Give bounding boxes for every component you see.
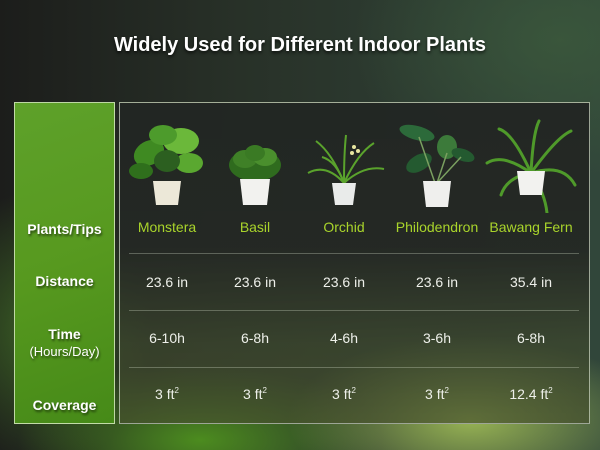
row-label-column: Plants/Tips Distance Time (Hours/Day) Co… <box>14 102 115 424</box>
coverage-value: 3 ft2 <box>425 386 449 402</box>
plant-name: Monstera <box>137 219 197 235</box>
plant-column-monstera: Monstera 23.6 in 6-10h 3 ft2 <box>119 103 215 423</box>
page-title: Widely Used for Different Indoor Plants <box>113 34 487 56</box>
plant-name: Bawang Fern <box>489 219 573 235</box>
distance-value: 35.4 in <box>509 274 553 290</box>
time-value: 6-8h <box>240 330 270 346</box>
row-label-time: Time (Hours/Day) <box>15 326 114 360</box>
row-label-time-main: Time <box>48 326 81 342</box>
orchid-plant-image <box>307 134 385 205</box>
row-label-plants: Plants/Tips <box>27 221 102 237</box>
time-value: 6-10h <box>149 330 185 346</box>
row-label-coverage: Coverage <box>32 397 97 413</box>
distance-value: 23.6 in <box>145 274 189 290</box>
plant-column-basil: Basil 23.6 in 6-8h 3 ft2 <box>207 103 303 423</box>
plants-table: Monstera 23.6 in 6-10h 3 ft2 Basil 23.6 … <box>119 102 590 424</box>
basil-plant-image <box>229 145 281 205</box>
distance-value: 23.6 in <box>415 274 459 290</box>
row-divider <box>129 367 579 368</box>
row-label-distance: Distance <box>35 273 94 289</box>
plant-column-philodendron: Philodendron 23.6 in 3-6h 3 ft2 <box>389 103 485 423</box>
plant-name: Philodendron <box>395 219 479 235</box>
monstera-plant-image <box>129 125 203 205</box>
time-value: 4-6h <box>329 330 359 346</box>
distance-value: 23.6 in <box>322 274 366 290</box>
row-divider <box>129 310 579 311</box>
coverage-value: 3 ft2 <box>155 386 179 402</box>
coverage-value: 3 ft2 <box>332 386 356 402</box>
row-label-time-sub: (Hours/Day) <box>29 344 100 359</box>
coverage-value: 3 ft2 <box>243 386 267 402</box>
time-value: 3-6h <box>422 330 452 346</box>
plant-name: Basil <box>239 219 271 235</box>
fern-plant-image <box>485 119 577 213</box>
coverage-value: 12.4 ft2 <box>509 386 553 402</box>
plant-column-orchid: Orchid 23.6 in 4-6h 3 ft2 <box>296 103 392 423</box>
row-divider <box>129 253 579 254</box>
time-value: 6-8h <box>516 330 546 346</box>
plant-column-bawang-fern: Bawang Fern 35.4 in 6-8h 12.4 ft2 <box>483 103 579 423</box>
distance-value: 23.6 in <box>233 274 277 290</box>
philodendron-plant-image <box>399 124 475 207</box>
plant-name: Orchid <box>323 219 365 235</box>
